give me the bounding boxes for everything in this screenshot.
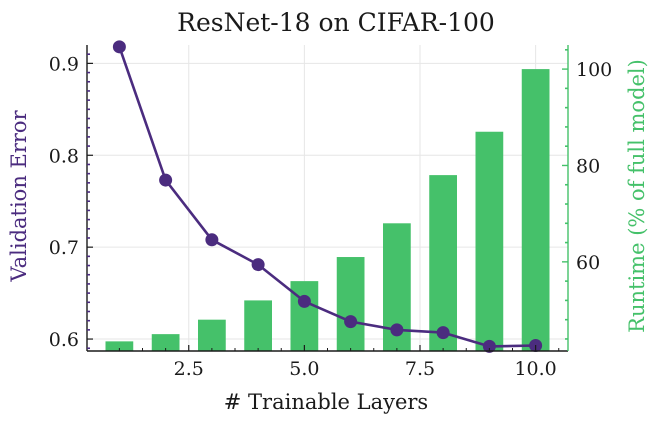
axes (86, 45, 569, 352)
y-right-tick-label-2: 100 (576, 59, 612, 81)
validation-error-line (112, 40, 543, 353)
runtime-bar-4 (244, 300, 272, 351)
tick-labels: 2.5 5.0 7.5 10.0 0.6 0.7 0.8 0.9 60 80 100 (49, 53, 612, 380)
runtime-bar-6 (336, 257, 365, 351)
validation-error-point-5 (297, 294, 311, 308)
runtime-bars (105, 69, 550, 352)
runtime-bar-8 (429, 175, 457, 351)
y-left-tick-label-1: 0.7 (49, 237, 79, 259)
validation-error-point-3 (205, 233, 219, 247)
runtime-bar-1 (105, 341, 134, 351)
y-left-tick-label-0: 0.6 (49, 329, 79, 351)
x-tick-label-1: 5.0 (289, 358, 319, 380)
runtime-bar-3 (198, 319, 226, 351)
y-axis-right-label: Runtime (% of full model) (625, 59, 649, 333)
x-axis-label: # Trainable Layers (224, 390, 428, 414)
runtime-bar-9 (475, 131, 504, 351)
x-tick-label-3: 10.0 (514, 358, 556, 380)
validation-error-polyline (118, 46, 536, 348)
y-left-tick-label-3: 0.9 (49, 53, 79, 75)
validation-error-point-9 (482, 339, 496, 353)
validation-error-point-2 (159, 173, 173, 187)
validation-error-point-7 (390, 323, 404, 337)
x-tick-label-2: 7.5 (405, 358, 435, 380)
validation-error-point-6 (344, 315, 358, 329)
x-tick-label-0: 2.5 (174, 358, 204, 380)
y-right-tick-label-0: 60 (576, 252, 600, 274)
runtime-bar-10 (521, 69, 550, 352)
y-axis-left-label: Validation Error (7, 109, 31, 282)
validation-error-point-4 (251, 258, 265, 272)
runtime-bar-2 (151, 334, 180, 351)
runtime-bar-5 (290, 281, 319, 351)
chart-title: ResNet-18 on CIFAR-100 (177, 8, 495, 37)
validation-error-point-8 (436, 326, 450, 340)
validation-error-point-1 (112, 40, 126, 54)
y-left-tick-label-2: 0.8 (49, 145, 79, 167)
y-right-tick-label-1: 80 (576, 155, 600, 177)
